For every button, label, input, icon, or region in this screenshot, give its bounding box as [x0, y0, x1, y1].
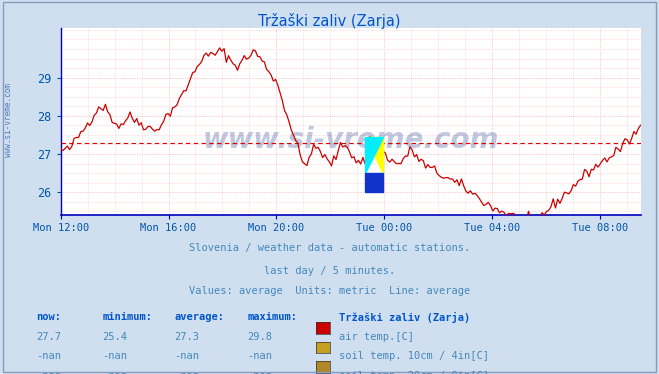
- Text: Values: average  Units: metric  Line: average: Values: average Units: metric Line: aver…: [189, 286, 470, 296]
- Text: air temp.[C]: air temp.[C]: [339, 332, 415, 342]
- Text: -nan: -nan: [102, 351, 127, 361]
- Text: minimum:: minimum:: [102, 312, 152, 322]
- Text: -nan: -nan: [36, 371, 61, 374]
- Text: soil temp. 20cm / 8in[C]: soil temp. 20cm / 8in[C]: [339, 371, 490, 374]
- Text: Tržaški zaliv (Zarja): Tržaški zaliv (Zarja): [339, 312, 471, 323]
- Text: 27.7: 27.7: [36, 332, 61, 342]
- Text: Slovenia / weather data - automatic stations.: Slovenia / weather data - automatic stat…: [189, 243, 470, 253]
- Text: -nan: -nan: [102, 371, 127, 374]
- Text: last day / 5 minutes.: last day / 5 minutes.: [264, 266, 395, 276]
- Text: average:: average:: [175, 312, 225, 322]
- Text: -nan: -nan: [247, 371, 272, 374]
- Text: www.si-vreme.com: www.si-vreme.com: [202, 126, 499, 154]
- Polygon shape: [366, 137, 383, 173]
- Text: -nan: -nan: [247, 351, 272, 361]
- Text: now:: now:: [36, 312, 61, 322]
- Text: maximum:: maximum:: [247, 312, 297, 322]
- Text: -nan: -nan: [175, 351, 200, 361]
- Text: 29.8: 29.8: [247, 332, 272, 342]
- Polygon shape: [366, 137, 383, 173]
- Text: -nan: -nan: [175, 371, 200, 374]
- Text: Tržaški zaliv (Zarja): Tržaški zaliv (Zarja): [258, 13, 401, 29]
- Bar: [366, 173, 383, 192]
- Text: -nan: -nan: [36, 351, 61, 361]
- Text: 27.3: 27.3: [175, 332, 200, 342]
- Text: 25.4: 25.4: [102, 332, 127, 342]
- Text: soil temp. 10cm / 4in[C]: soil temp. 10cm / 4in[C]: [339, 351, 490, 361]
- Text: www.si-vreme.com: www.si-vreme.com: [4, 83, 13, 157]
